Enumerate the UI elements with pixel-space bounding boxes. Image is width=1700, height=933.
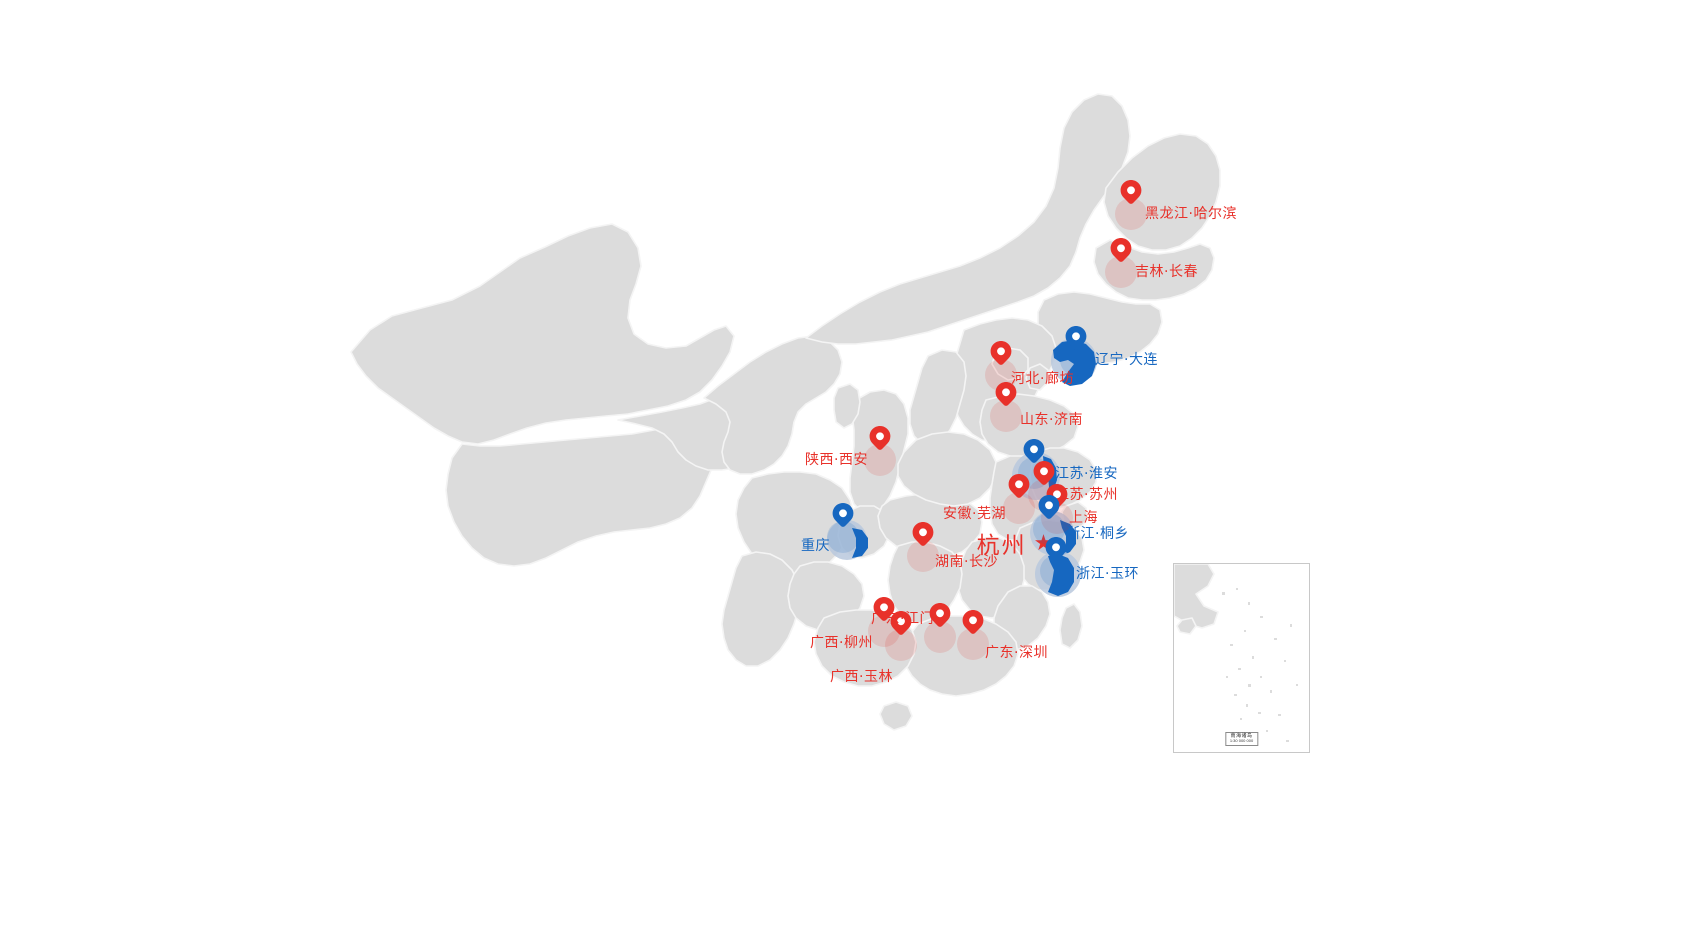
province-henan — [897, 431, 997, 507]
location-pin-icon[interactable] — [1023, 439, 1045, 473]
highlight-chongqing-shape — [852, 528, 868, 558]
marker-label: 安徽·芜湖 — [943, 506, 1006, 522]
marker-label: 黑龙江·哈尔滨 — [1145, 206, 1237, 222]
location-pin-icon[interactable] — [995, 382, 1017, 416]
province-inner-mongolia — [805, 93, 1131, 345]
marker-label: 上海 — [1069, 510, 1098, 526]
province-shanxi — [909, 349, 967, 447]
highlight-zhejiang-yuhuan-shape — [1048, 554, 1074, 596]
marker-label: 浙江·桐乡 — [1066, 526, 1129, 542]
marker-label: 山东·济南 — [1020, 412, 1083, 428]
inset-scale-bar: 南海诸岛 1:30 000 000 — [1224, 731, 1259, 746]
inset-scale-title: 南海诸岛 — [1230, 732, 1253, 739]
inset-coastline — [1174, 564, 1219, 629]
location-pin-icon[interactable] — [962, 610, 984, 644]
location-pin-icon[interactable] — [869, 426, 891, 460]
location-pin-icon[interactable] — [1008, 474, 1030, 508]
location-pin-icon[interactable] — [1033, 461, 1055, 495]
location-pin-icon[interactable] — [873, 597, 895, 631]
location-pin-icon[interactable] — [990, 341, 1012, 375]
marker-label: 广东·深圳 — [985, 645, 1048, 661]
province-heilongjiang — [1103, 133, 1221, 251]
highlight-zhejiang-tongxiang-shape — [1060, 520, 1076, 556]
location-pin-icon[interactable] — [1120, 180, 1142, 214]
location-pin-icon[interactable] — [1110, 238, 1132, 272]
inset-scale-ratio: 1:30 000 000 — [1229, 737, 1254, 743]
marker-label: 吉林·长春 — [1135, 264, 1198, 280]
marker-label: 河北·廊坊 — [1011, 371, 1074, 387]
marker-label: 广西·柳州 — [810, 635, 873, 651]
marker-label: 江苏·淮安 — [1055, 466, 1118, 482]
location-pin-icon[interactable] — [929, 603, 951, 637]
south-china-sea-inset: 南海诸岛 1:30 000 000 — [1173, 563, 1310, 753]
province-xinjiang — [350, 223, 735, 445]
province-yunnan — [721, 551, 801, 667]
inset-map-svg — [1174, 564, 1298, 742]
province-shapes — [350, 93, 1221, 731]
province-hainan — [879, 701, 913, 731]
province-gansu — [703, 335, 843, 475]
location-pin-icon[interactable] — [912, 522, 934, 556]
location-pin-icon[interactable] — [1065, 326, 1087, 360]
headquarters-label: 杭州 — [976, 533, 1027, 559]
province-ningxia — [833, 383, 861, 429]
highlight-liaoning-dalian-shape — [1053, 340, 1096, 386]
marker-label: 江苏·苏州 — [1055, 487, 1118, 503]
province-taiwan — [1059, 603, 1083, 649]
marker-label: 广东·江门 — [871, 611, 934, 627]
marker-label: 广西·玉林 — [830, 669, 893, 685]
province-tianjin — [1025, 363, 1049, 391]
headquarters-marker[interactable]: 杭州 ★ — [977, 526, 1054, 560]
location-pin-icon[interactable] — [1038, 495, 1060, 529]
location-pin-icon[interactable] — [832, 503, 854, 537]
marker-label: 辽宁·大连 — [1095, 352, 1158, 368]
location-pin-icon[interactable] — [890, 611, 912, 645]
inset-islets — [1222, 588, 1298, 742]
marker-label: 湖南·长沙 — [935, 554, 998, 570]
location-pin-icon[interactable] — [1045, 537, 1067, 571]
inset-hainan — [1176, 617, 1197, 635]
marker-label: 浙江·玉环 — [1076, 566, 1139, 582]
marker-label: 重庆 — [801, 538, 830, 554]
province-tibet — [445, 423, 715, 567]
marker-label: 陕西·西安 — [805, 452, 868, 468]
inset-shapes — [1174, 564, 1298, 742]
